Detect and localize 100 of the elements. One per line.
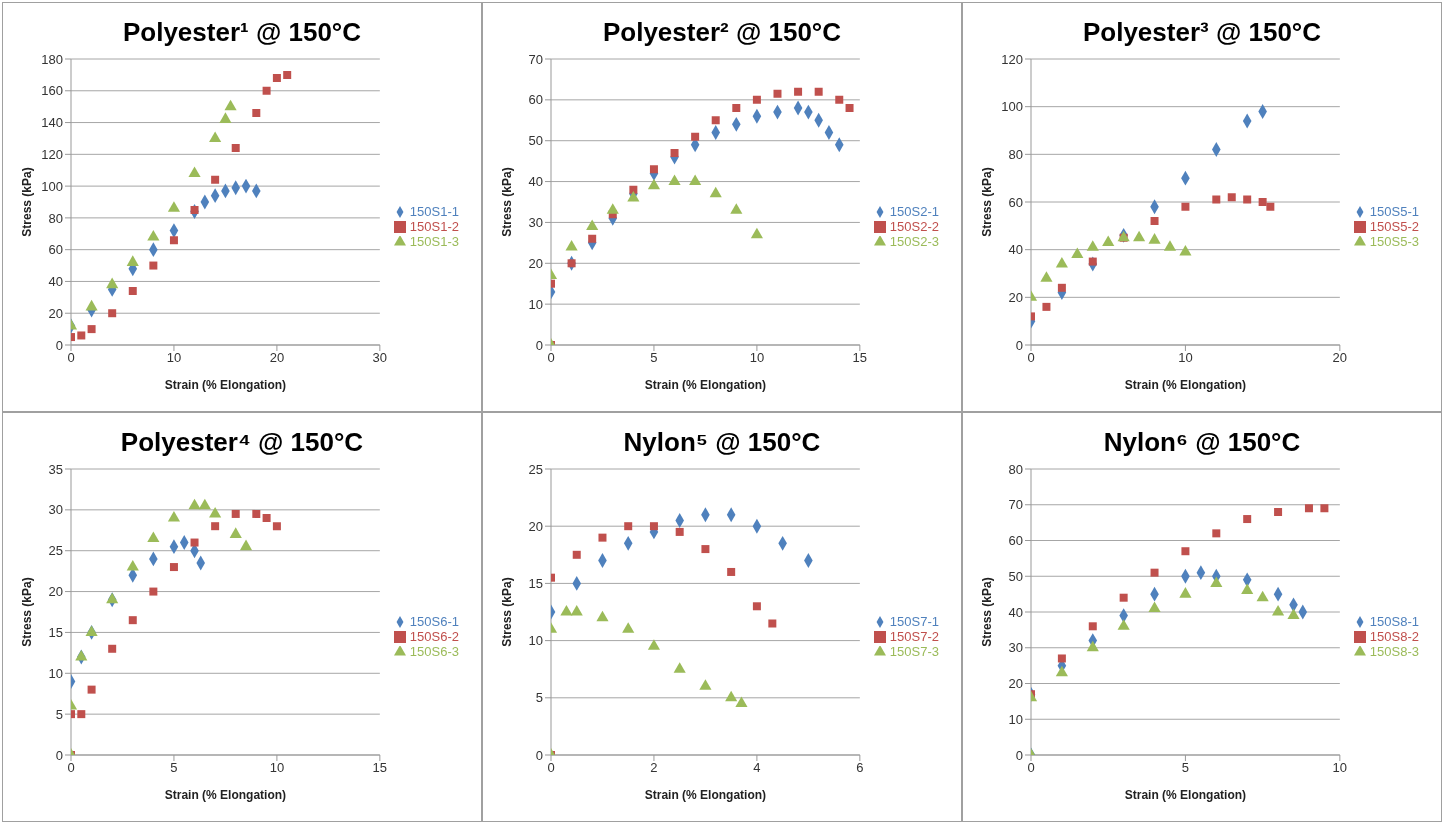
point <box>239 539 253 551</box>
x-tick-label: 0 <box>1027 350 1035 366</box>
point <box>188 166 201 177</box>
point <box>1212 529 1221 538</box>
y-tick-label: 25 <box>528 461 543 477</box>
point <box>1057 654 1066 663</box>
point <box>752 602 761 611</box>
point <box>219 112 232 123</box>
point <box>1086 640 1099 652</box>
legend-label: 150S8-2 <box>1369 628 1419 644</box>
y-tick-label: 80 <box>1008 146 1023 162</box>
x-axis-title: Strain (% Elongation) <box>644 378 767 392</box>
point <box>624 522 633 531</box>
point <box>272 522 281 531</box>
point <box>87 325 96 334</box>
point <box>1243 195 1252 204</box>
legend-label: 150S5-2 <box>1369 218 1419 234</box>
point <box>565 239 578 251</box>
y-tick-label: 100 <box>1001 99 1023 115</box>
legend-label: 150S7-1 <box>889 613 939 629</box>
x-tick-label: 15 <box>372 760 388 776</box>
y-tick-label: 100 <box>41 178 63 194</box>
point <box>167 201 181 212</box>
x-tick-label: 10 <box>1178 350 1193 366</box>
point <box>730 203 743 214</box>
y-tick-label: 0 <box>535 337 543 353</box>
point <box>768 619 777 628</box>
chart-title: Polyester¹ @ 150°C <box>121 17 363 49</box>
point <box>773 89 782 98</box>
point <box>735 696 748 708</box>
point <box>252 509 261 518</box>
y-tick-label: 30 <box>528 215 543 231</box>
y-tick-label: 180 <box>41 51 63 67</box>
point <box>1274 507 1283 516</box>
x-tick-label: 10 <box>269 760 285 776</box>
y-tick-label: 40 <box>1008 242 1023 258</box>
point <box>1287 608 1300 620</box>
point <box>1304 504 1313 513</box>
point <box>231 509 240 518</box>
x-axis-title: Strain (% Elongation) <box>164 378 287 392</box>
chart-title: Nylon⁶ @ 150°C <box>1102 427 1302 459</box>
point <box>567 259 576 268</box>
x-tick-label: 4 <box>753 760 761 776</box>
legend-label: 150S1-1 <box>409 203 459 219</box>
y-tick-label: 30 <box>48 502 63 518</box>
chart-title: Polyester³ @ 150°C <box>1081 17 1323 49</box>
point <box>85 625 98 636</box>
point <box>711 116 720 125</box>
point <box>1133 230 1146 242</box>
legend-label: 150S1-2 <box>409 218 459 234</box>
y-tick-label: 20 <box>1008 676 1023 692</box>
y-tick-label: 20 <box>528 255 543 271</box>
point <box>188 498 201 510</box>
y-tick-label: 40 <box>1008 604 1023 620</box>
y-tick-label: 0 <box>1015 747 1023 763</box>
point <box>1212 195 1221 204</box>
point <box>586 219 599 231</box>
point <box>231 143 240 152</box>
x-axis-title: Strain (% Elongation) <box>164 788 287 802</box>
point <box>272 74 281 83</box>
point <box>1256 590 1269 602</box>
y-tick-label: 15 <box>528 576 543 592</box>
y-tick-label: 20 <box>48 305 63 321</box>
y-tick-label: 25 <box>48 543 63 559</box>
point <box>169 563 178 572</box>
point <box>1148 233 1161 244</box>
legend-label: 150S5-3 <box>1369 233 1419 249</box>
y-tick-label: 10 <box>1008 711 1023 727</box>
y-tick-label: 40 <box>48 274 63 290</box>
y-tick-label: 120 <box>41 146 63 162</box>
legend-label: 150S2-1 <box>889 203 939 219</box>
y-tick-label: 70 <box>528 51 543 67</box>
point <box>1086 240 1099 251</box>
point <box>1181 547 1190 556</box>
point <box>670 148 679 157</box>
y-tick-label: 60 <box>48 242 63 258</box>
y-tick-label: 0 <box>55 747 63 763</box>
y-tick-label: 60 <box>528 92 543 108</box>
point <box>1179 587 1192 598</box>
chart-title: Polyester² @ 150°C <box>601 17 843 49</box>
y-tick-label: 80 <box>48 210 63 226</box>
y-tick-label: 10 <box>528 633 543 649</box>
point <box>606 203 619 214</box>
point <box>649 165 658 174</box>
point <box>1258 198 1267 206</box>
point <box>87 685 96 694</box>
x-tick-label: 20 <box>1332 350 1348 366</box>
point <box>77 710 86 719</box>
x-tick-label: 0 <box>67 760 75 776</box>
x-tick-label: 30 <box>372 350 388 366</box>
legend-label: 150S1-3 <box>409 233 459 249</box>
point <box>106 592 119 604</box>
point <box>560 604 573 616</box>
y-tick-label: 5 <box>55 706 63 722</box>
point <box>190 205 199 214</box>
point <box>147 531 160 542</box>
point <box>701 545 710 554</box>
point <box>108 309 117 318</box>
point <box>699 679 712 690</box>
point <box>1042 302 1051 311</box>
